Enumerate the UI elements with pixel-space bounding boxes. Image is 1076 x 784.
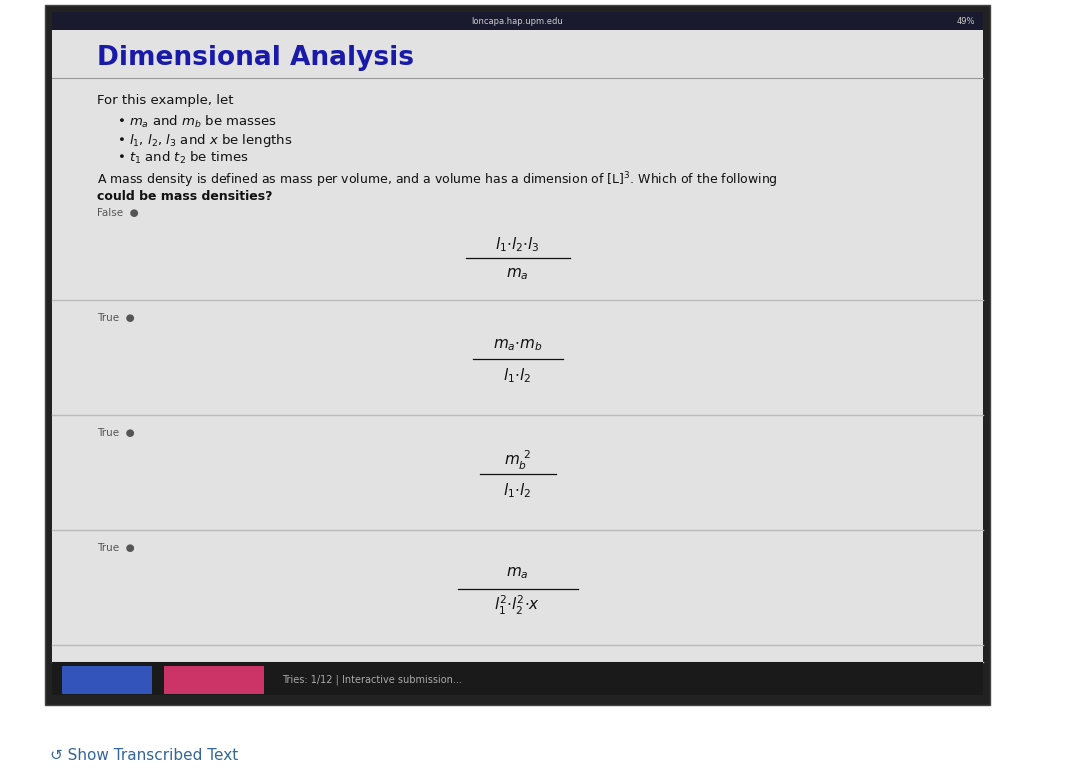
Text: • $l_1$, $l_2$, $l_3$ and $x$ be lengths: • $l_1$, $l_2$, $l_3$ and $x$ be lengths bbox=[117, 132, 293, 148]
Text: $m_a$: $m_a$ bbox=[506, 267, 528, 282]
Text: could be mass densities?: could be mass densities? bbox=[97, 190, 272, 202]
Bar bbox=[164, 666, 264, 694]
Text: $m_a{\cdot}m_b$: $m_a{\cdot}m_b$ bbox=[493, 338, 542, 354]
Text: False  ●: False ● bbox=[97, 208, 139, 218]
Bar bbox=[52, 12, 983, 30]
Text: • $m_a$ and $m_b$ be masses: • $m_a$ and $m_b$ be masses bbox=[117, 114, 277, 130]
Text: $m_b^{\ 2}$: $m_b^{\ 2}$ bbox=[505, 449, 530, 472]
Text: 49%: 49% bbox=[957, 16, 975, 26]
Text: Tries: 1/12 | Interactive submission...: Tries: 1/12 | Interactive submission... bbox=[282, 675, 462, 685]
Text: True  ●: True ● bbox=[97, 543, 134, 553]
Text: A mass density is defined as mass per volume, and a volume has a dimension of [L: A mass density is defined as mass per vo… bbox=[97, 170, 778, 190]
Text: $l_1{\cdot}l_2$: $l_1{\cdot}l_2$ bbox=[504, 481, 532, 500]
Bar bbox=[62, 666, 152, 694]
Text: $l_1^2{\cdot}l_2^2{\cdot}x$: $l_1^2{\cdot}l_2^2{\cdot}x$ bbox=[495, 594, 540, 617]
Text: ↺ Show Transcribed Text: ↺ Show Transcribed Text bbox=[49, 747, 238, 763]
Text: loncapa.hap.upm.edu: loncapa.hap.upm.edu bbox=[471, 16, 564, 26]
Text: $m_a$: $m_a$ bbox=[506, 565, 528, 582]
Text: True  ●: True ● bbox=[97, 313, 134, 323]
Bar bbox=[52, 12, 983, 695]
Text: • $t_1$ and $t_2$ be times: • $t_1$ and $t_2$ be times bbox=[117, 150, 249, 166]
Bar bbox=[45, 5, 990, 705]
Text: $l_1{\cdot}l_2$: $l_1{\cdot}l_2$ bbox=[504, 366, 532, 385]
Text: Dimensional Analysis: Dimensional Analysis bbox=[97, 45, 414, 71]
Bar bbox=[52, 662, 983, 695]
Text: $l_1{\cdot}l_2{\cdot}l_3$: $l_1{\cdot}l_2{\cdot}l_3$ bbox=[495, 235, 540, 254]
Text: For this example, let: For this example, let bbox=[97, 93, 233, 107]
Text: True  ●: True ● bbox=[97, 428, 134, 438]
